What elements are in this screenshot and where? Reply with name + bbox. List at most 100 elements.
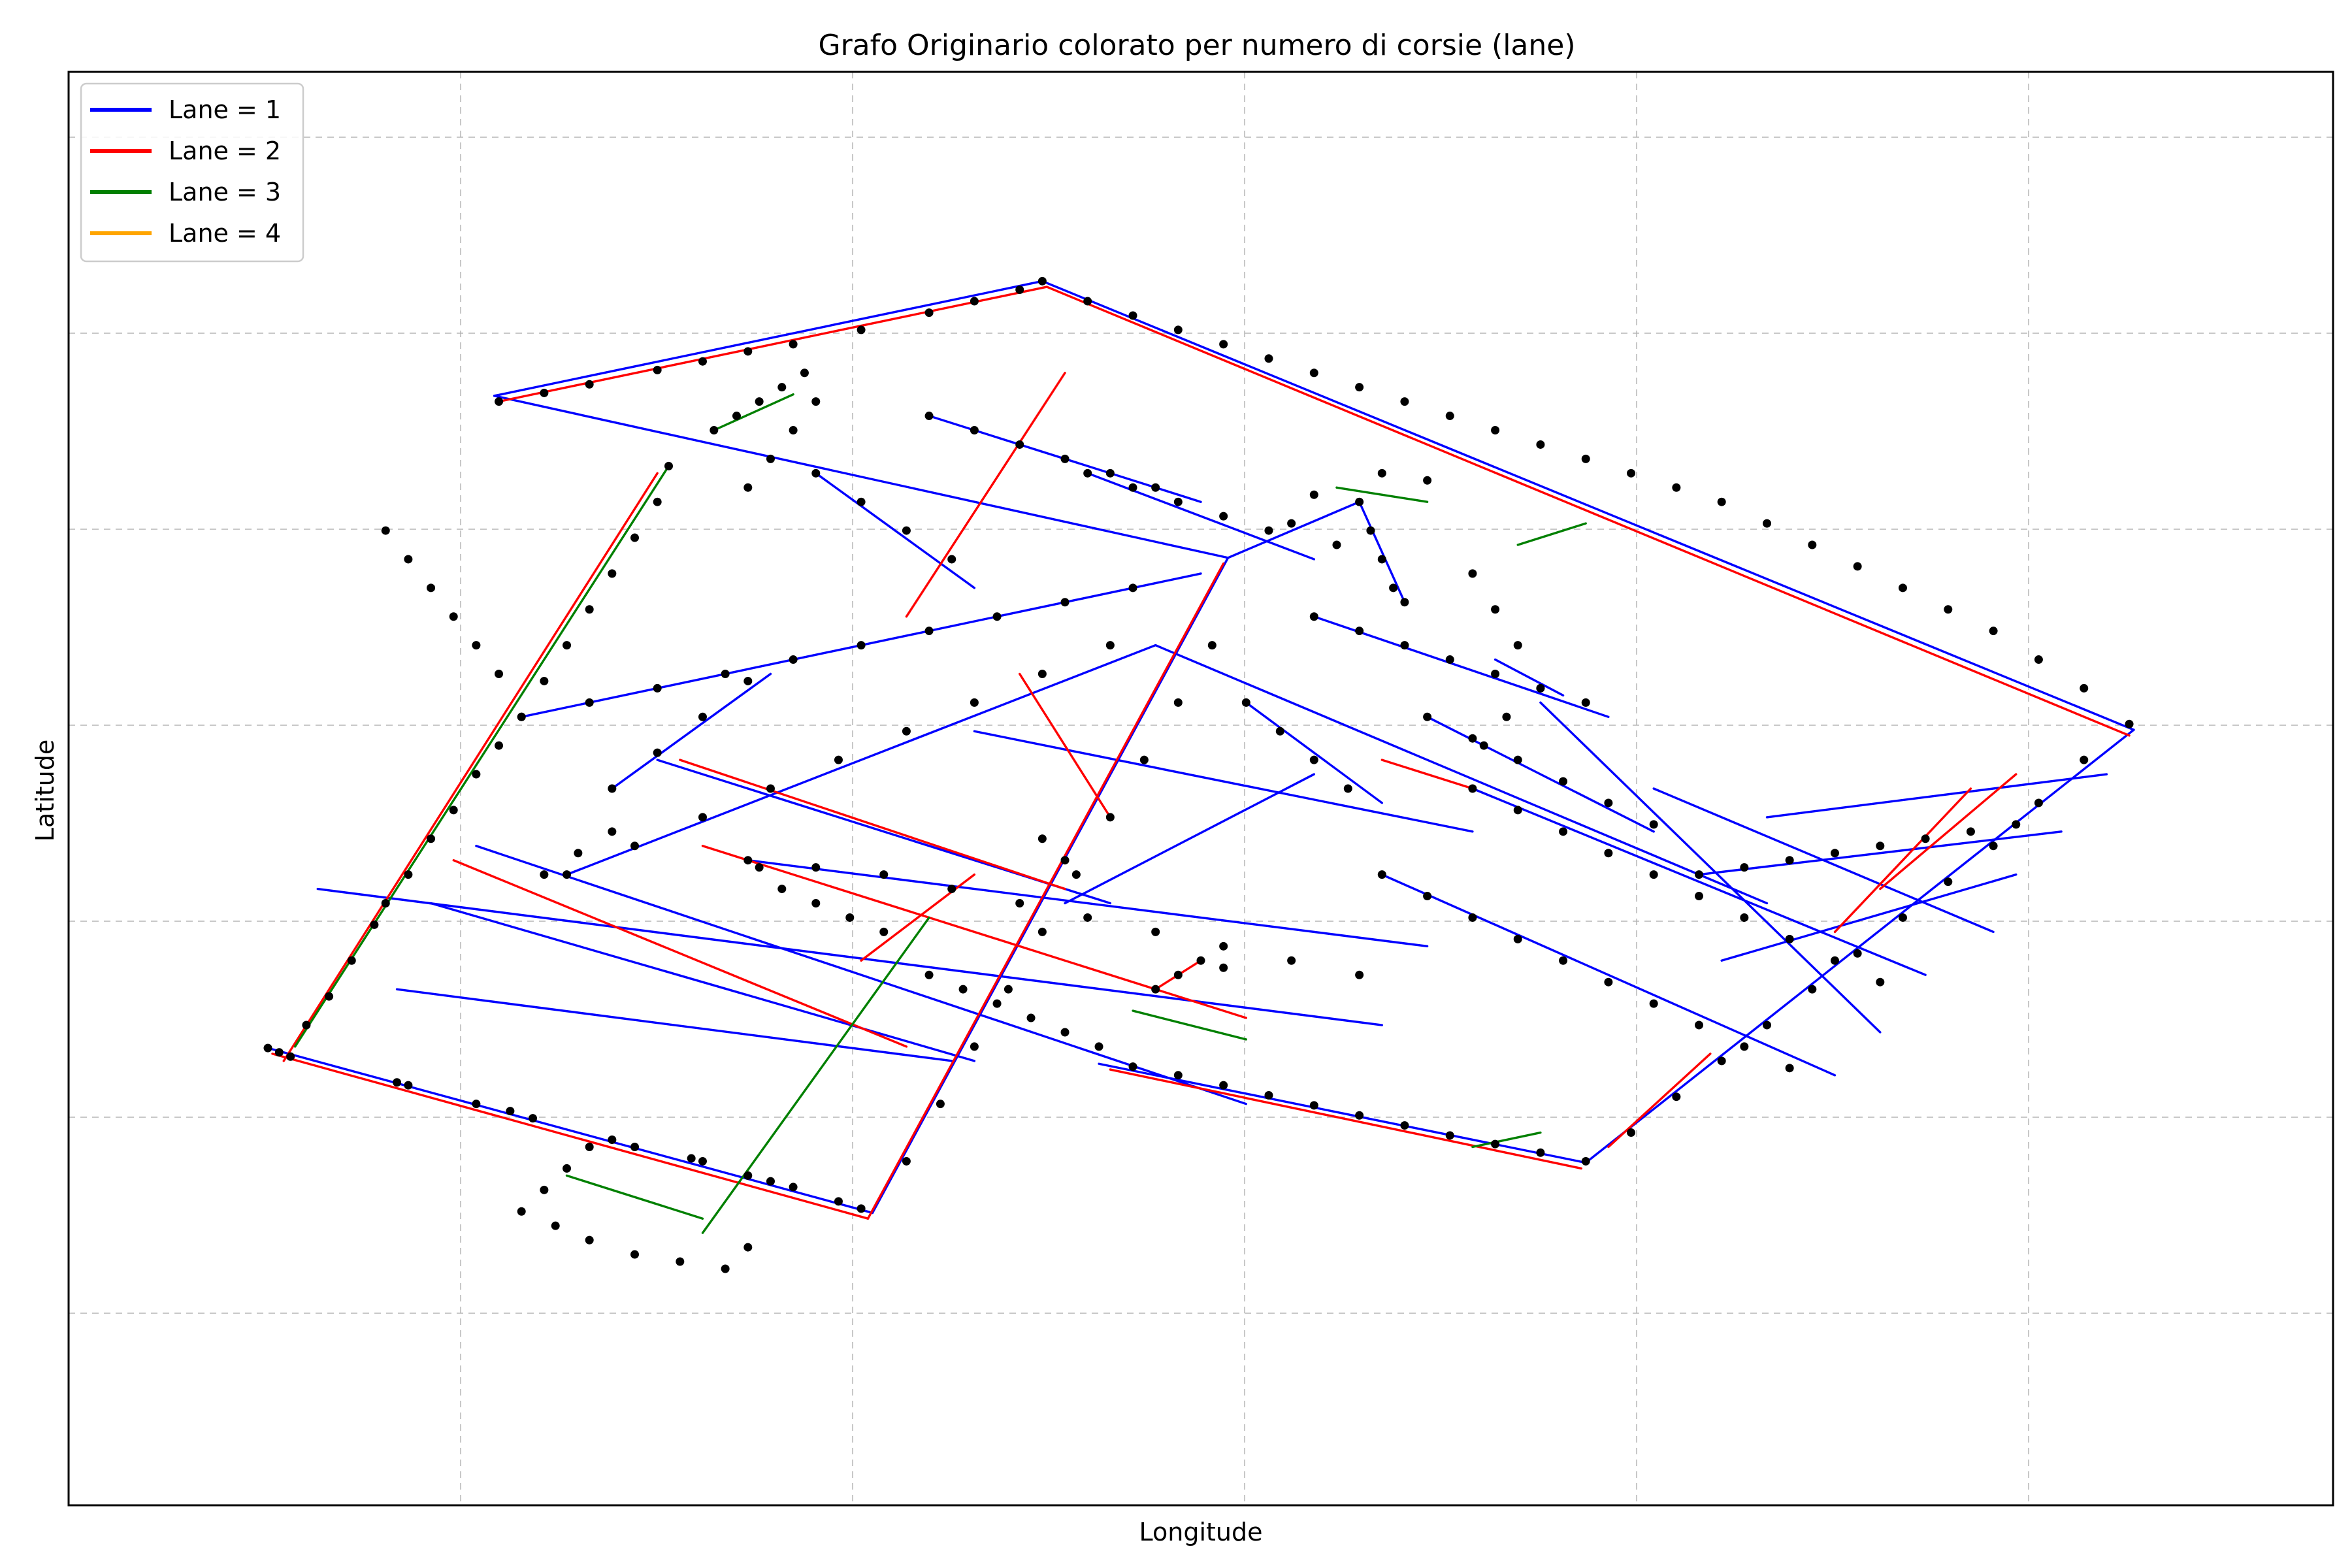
node-point-244 xyxy=(1026,1013,1036,1022)
node-point-43 xyxy=(924,308,934,318)
node-point-245 xyxy=(1060,1028,1070,1037)
node-point-196 xyxy=(1355,497,1364,506)
node-point-203 xyxy=(1332,540,1341,549)
node-point-80 xyxy=(1672,1092,1681,1102)
node-point-139 xyxy=(1423,712,1432,721)
node-point-121 xyxy=(1128,583,1137,593)
segment-lane1-6 xyxy=(1098,1062,1587,1164)
segment-lane1-19 xyxy=(1426,715,1655,833)
node-point-187 xyxy=(1173,497,1183,506)
node-point-207 xyxy=(1491,605,1500,614)
plot-frame xyxy=(67,71,2334,1507)
node-point-11 xyxy=(698,1156,707,1166)
segment-lane1-4 xyxy=(1041,280,2135,731)
node-point-37 xyxy=(585,380,594,389)
node-point-41 xyxy=(789,340,798,349)
node-point-75 xyxy=(1898,913,1907,922)
node-point-100 xyxy=(1139,755,1149,764)
node-point-53 xyxy=(1355,383,1364,392)
node-point-88 xyxy=(1309,1101,1318,1110)
node-point-86 xyxy=(1400,1121,1409,1130)
node-point-34 xyxy=(664,461,673,470)
segment-lane2-5 xyxy=(282,472,659,1062)
segment-lane2-9 xyxy=(905,372,1066,618)
node-point-219 xyxy=(472,641,481,650)
node-point-33 xyxy=(653,497,662,506)
node-point-184 xyxy=(947,555,956,564)
segment-lane2-12 xyxy=(1879,773,2017,890)
road-segments xyxy=(267,280,2135,1234)
node-point-5 xyxy=(472,1100,481,1109)
node-point-234 xyxy=(574,849,583,858)
node-point-221 xyxy=(427,583,436,593)
node-point-138 xyxy=(1581,698,1590,707)
segment-lane1-3 xyxy=(493,280,1044,397)
segment-lane2-3 xyxy=(1045,286,2131,737)
node-point-114 xyxy=(653,683,662,693)
node-point-125 xyxy=(947,885,956,894)
node-point-136 xyxy=(1491,669,1500,678)
segment-lane1-28 xyxy=(1720,873,2017,962)
segment-lane1-24 xyxy=(1245,701,1383,804)
node-point-140 xyxy=(1468,734,1477,743)
node-point-246 xyxy=(1094,1042,1103,1051)
node-point-235 xyxy=(608,827,617,836)
segment-lane1-15 xyxy=(1154,644,1769,905)
node-point-38 xyxy=(653,365,662,374)
node-point-198 xyxy=(1377,555,1386,564)
node-point-78 xyxy=(1763,1021,1771,1030)
node-point-56 xyxy=(1491,426,1500,434)
node-point-250 xyxy=(517,1207,526,1216)
legend-box xyxy=(80,82,304,263)
node-point-168 xyxy=(1830,849,1839,858)
node-point-176 xyxy=(1343,784,1352,793)
node-point-142 xyxy=(1559,777,1568,786)
segment-lane1-2 xyxy=(493,395,1230,559)
node-point-242 xyxy=(958,985,968,994)
node-point-180 xyxy=(743,676,753,685)
node-point-240 xyxy=(879,927,889,936)
node-point-79 xyxy=(1717,1056,1726,1066)
segment-lane2-10 xyxy=(1019,672,1112,819)
node-point-159 xyxy=(1559,956,1568,965)
node-point-195 xyxy=(1151,483,1160,492)
node-point-115 xyxy=(721,669,730,678)
node-point-55 xyxy=(1445,412,1454,421)
node-point-226 xyxy=(789,426,798,434)
node-point-77 xyxy=(1808,985,1817,994)
segment-lane2-4 xyxy=(1109,1068,1582,1170)
node-point-46 xyxy=(1037,276,1047,286)
node-point-66 xyxy=(1944,605,1953,614)
legend-label-1: Lane = 1 xyxy=(169,95,281,124)
node-point-87 xyxy=(1355,1111,1364,1120)
node-point-151 xyxy=(1740,913,1749,922)
node-point-59 xyxy=(1627,468,1636,478)
node-point-190 xyxy=(924,412,934,421)
node-point-193 xyxy=(1060,454,1070,463)
node-point-162 xyxy=(1695,1021,1704,1030)
node-point-157 xyxy=(1468,913,1477,922)
node-point-3 xyxy=(393,1078,402,1087)
node-point-241 xyxy=(924,970,934,979)
node-point-112 xyxy=(517,712,526,721)
node-point-31 xyxy=(608,569,617,578)
node-point-254 xyxy=(676,1257,685,1266)
node-point-152 xyxy=(1785,934,1794,943)
segment-lane1-7 xyxy=(395,988,953,1062)
node-point-98 xyxy=(1071,870,1081,879)
segment-lane1-23 xyxy=(1539,701,1882,1034)
node-point-185 xyxy=(1083,468,1092,478)
segment-lane1-12 xyxy=(747,858,1429,948)
node-point-132 xyxy=(1309,612,1318,621)
node-point-228 xyxy=(710,426,719,434)
segment-lane1-34 xyxy=(475,845,1248,1105)
node-point-173 xyxy=(1241,698,1250,707)
node-point-175 xyxy=(1309,755,1318,764)
node-point-76 xyxy=(1853,949,1862,958)
segment-lane1-20 xyxy=(1471,787,1927,976)
node-point-7 xyxy=(529,1114,538,1123)
y-axis-label: Latitude xyxy=(31,740,59,841)
node-point-188 xyxy=(1219,512,1228,521)
node-point-107 xyxy=(834,755,843,764)
node-point-23 xyxy=(427,834,436,843)
